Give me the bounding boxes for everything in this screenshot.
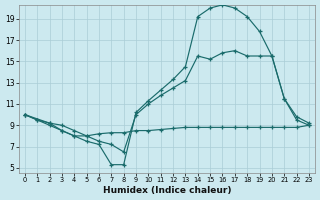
X-axis label: Humidex (Indice chaleur): Humidex (Indice chaleur) (103, 186, 231, 195)
